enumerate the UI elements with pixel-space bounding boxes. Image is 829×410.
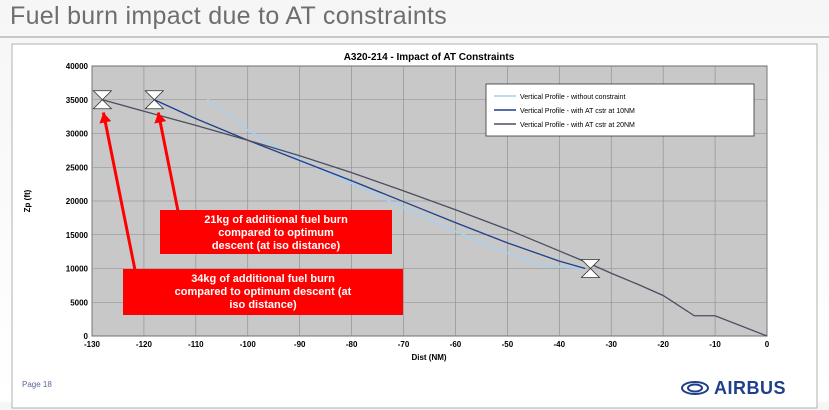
callout-text-line: 21kg of additional fuel burn [204,214,348,226]
series-line-1 [205,97,586,270]
x-tick-label: -130 [84,340,101,349]
y-tick-label: 30000 [66,130,89,139]
airbus-logo: AIRBUS [680,375,786,401]
series-line-2 [154,99,586,270]
y-tick-label: 10000 [66,265,89,274]
callout-arrow [101,112,137,271]
x-tick-label: -90 [294,340,306,349]
airbus-logo-icon [681,381,709,395]
callout-text-line: descent (at iso distance) [212,240,341,252]
logo-wordmark: AIRBUS [714,377,787,398]
y-tick-label: 15000 [66,231,89,240]
x-tick-label: -80 [346,340,358,349]
x-tick-label: -30 [605,340,617,349]
legend-entry: Vertical Profile - with AT cstr at 20NM [520,122,635,129]
tick-layer: -130 -120 -110 -100 -90 -80 -70 -60 -50 -40 -30 -20… [66,62,770,349]
x-tick-label: -50 [502,340,514,349]
callout-text-line: iso distance) [229,299,297,311]
callout-box [123,269,403,315]
x-tick-label: -40 [554,340,566,349]
y-axis-label: Zp (ft) [23,189,32,212]
title-divider [0,36,829,38]
y-tick-label: 35000 [66,96,89,105]
callout-text-line: compared to optimum [218,227,334,239]
legend-entry: Vertical Profile - with AT cstr at 10NM [520,108,635,115]
slide-title: Fuel burn impact due to AT constraints [10,2,448,30]
legend-box [485,83,755,137]
x-tick-label: -10 [709,340,721,349]
chart: -130 -120 -110 -100 -90 -80 -70 -60 -50 -40 -30 -20… [11,43,818,409]
x-tick-label: -60 [450,340,462,349]
callout-text-line: 34kg of additional fuel burn [191,273,335,285]
marker-layer [92,90,601,278]
y-tick-label: 40000 [66,62,89,71]
series-layer [102,97,768,337]
x-tick-label: -120 [136,340,153,349]
callout-arrowhead [99,112,112,124]
y-tick-label: 5000 [70,298,88,307]
y-tick-label: 20000 [66,197,89,206]
chart-title: A320-214 - Impact of AT Constraints [344,52,515,63]
callout-box [160,210,392,254]
series-line-3 [102,99,768,337]
altitude-constraint-marker [580,259,601,278]
x-tick-label: 0 [765,340,770,349]
x-tick-label: -20 [657,340,669,349]
x-tick-label: -100 [240,340,257,349]
x-axis-label: Dist (NM) [411,353,446,362]
y-tick-label: 0 [84,332,89,341]
callout-arrowhead [154,112,167,124]
x-tick-label: -70 [398,340,410,349]
legend-entry: Vertical Profile - without constraint [520,94,625,101]
legend: Vertical Profile - without constraint Ver… [485,83,755,137]
altitude-constraint-marker [144,90,165,110]
callout-text-line: compared to optimum descent (at [175,286,352,298]
x-tick-label: -110 [188,340,204,349]
altitude-constraint-marker [92,90,113,110]
y-tick-label: 25000 [66,163,89,172]
page-number: Page 18 [22,380,52,389]
callout-arrow [156,112,180,212]
arrow-layer [99,112,180,271]
